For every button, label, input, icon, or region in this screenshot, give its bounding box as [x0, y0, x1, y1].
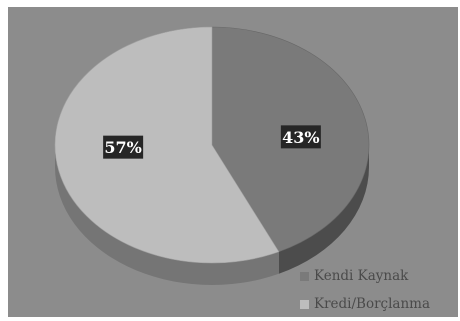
- pie-side-0: [278, 145, 369, 274]
- label-layer: 43% 57%: [103, 125, 321, 159]
- legend-item-kendi-kaynak: Kendi Kaynak: [300, 268, 408, 284]
- legend-label-kendi-kaynak: Kendi Kaynak: [314, 268, 409, 284]
- legend-item-kredi-borclanma: Kredi/Borçlanma: [300, 296, 430, 312]
- pie-layer: [54, 26, 370, 285]
- legend-label-kredi-borclanma: Kredi/Borçlanma: [314, 296, 431, 312]
- data-label-1: 57%: [103, 135, 144, 159]
- legend: Kendi Kaynak Kredi/Borçlanma: [292, 262, 456, 318]
- legend-swatch-kredi-borclanma: [300, 299, 309, 309]
- data-label-text-1: 57%: [104, 138, 141, 157]
- data-label-text-0: 43%: [282, 128, 319, 147]
- data-label-0: 43%: [280, 125, 321, 149]
- pie-slice-1: [54, 26, 280, 264]
- legend-swatch-kendi-kaynak: [300, 271, 309, 281]
- pie-side-1: [55, 145, 279, 285]
